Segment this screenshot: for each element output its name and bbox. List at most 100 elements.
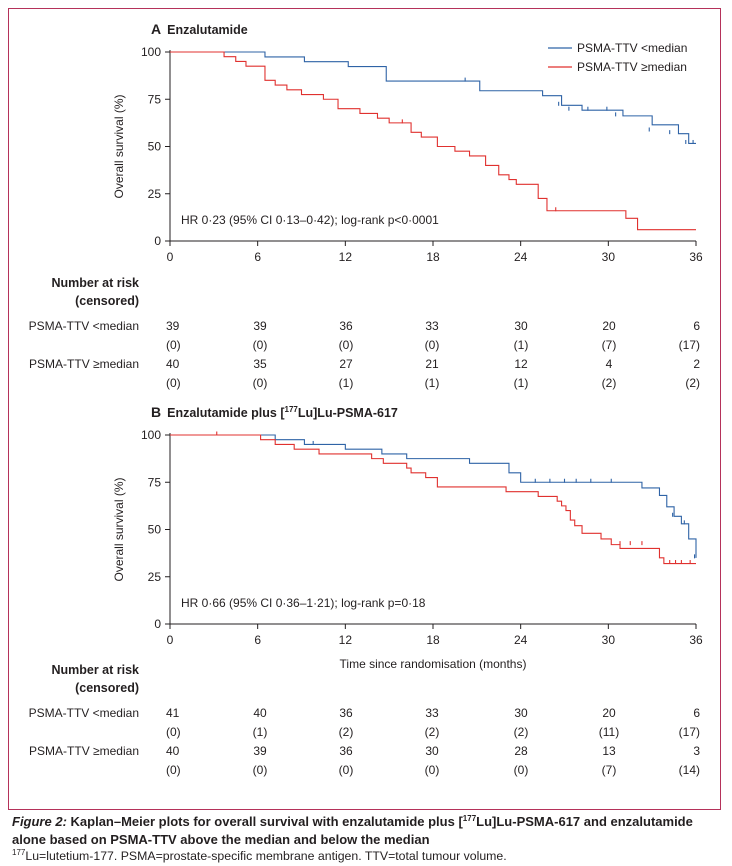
hr-annotation: HR 0·66 (95% CI 0·36–1·21); log-rank p=0… <box>181 596 426 610</box>
x-tick-label: 6 <box>254 250 261 264</box>
legend-label: PSMA-TTV ≥median <box>577 60 687 74</box>
risk-censored-value: (2) <box>685 376 700 390</box>
risk-censored-value: (0) <box>339 763 354 777</box>
x-tick-label: 24 <box>514 250 528 264</box>
figure-caption: Figure 2: Kaplan–Meier plots for overall… <box>12 813 724 866</box>
risk-at-risk-value: 35 <box>253 357 267 371</box>
risk-at-risk-value: 33 <box>425 319 439 333</box>
risk-at-risk-value: 4 <box>606 357 613 371</box>
legend-label: PSMA-TTV <median <box>577 41 687 55</box>
risk-at-risk-value: 27 <box>339 357 353 371</box>
caption-note-sup: 177 <box>12 848 26 857</box>
x-tick-label: 0 <box>167 250 174 264</box>
panel-title-after: Lu]Lu-PSMA-617 <box>298 406 398 420</box>
x-tick-label: 30 <box>602 250 616 264</box>
risk-censored-value: (0) <box>253 338 268 352</box>
risk-row-label: PSMA-TTV <median <box>29 319 139 333</box>
risk-at-risk-value: 20 <box>602 706 616 720</box>
risk-censored-value: (14) <box>679 763 700 777</box>
risk-censored-value: (17) <box>679 725 700 739</box>
risk-at-risk-value: 21 <box>425 357 439 371</box>
risk-censored-value: (2) <box>602 376 617 390</box>
risk-at-risk-value: 2 <box>693 357 700 371</box>
risk-censored-value: (7) <box>602 763 617 777</box>
x-tick-label: 12 <box>339 633 353 647</box>
series-line-low <box>170 51 696 145</box>
risk-censored-value: (0) <box>253 763 268 777</box>
x-tick-label: 30 <box>602 633 616 647</box>
risk-header: Number at risk <box>51 663 139 677</box>
series-line-high <box>170 434 696 565</box>
risk-at-risk-value: 40 <box>166 744 180 758</box>
caption-note-text: Lu=lutetium-177. PSMA=prostate-specific … <box>25 849 507 863</box>
panel-title: A Enzalutamide <box>151 21 248 37</box>
y-axis-label: Overall survival (%) <box>112 477 126 581</box>
y-tick-label: 25 <box>148 187 162 201</box>
y-axis-label: Overall survival (%) <box>112 94 126 198</box>
caption-main-after: Lu]Lu-PSMA-617 and enzalutamide alone ba… <box>12 814 693 847</box>
x-tick-label: 0 <box>167 633 174 647</box>
x-tick-label: 24 <box>514 633 528 647</box>
risk-censored-value: (0) <box>514 763 529 777</box>
x-tick-label: 18 <box>426 250 440 264</box>
risk-censored-value: (0) <box>425 338 440 352</box>
panel-title-text: Enzalutamide <box>167 23 248 37</box>
risk-at-risk-value: 28 <box>514 744 528 758</box>
risk-at-risk-value: 13 <box>602 744 616 758</box>
risk-at-risk-value: 36 <box>339 319 353 333</box>
caption-lead: Figure 2: <box>12 814 67 829</box>
panel-title-sup: 177 <box>285 405 299 414</box>
y-tick-label: 75 <box>148 92 162 106</box>
risk-at-risk-value: 39 <box>253 744 267 758</box>
panel-letter: B <box>151 404 161 420</box>
y-tick-label: 0 <box>154 617 161 631</box>
risk-censored-value: (1) <box>425 376 440 390</box>
risk-at-risk-value: 12 <box>514 357 528 371</box>
risk-at-risk-value: 30 <box>425 744 439 758</box>
panel-b: B Enzalutamide plus [177Lu]Lu-PSMA-617 0 25… <box>29 404 703 777</box>
risk-censored-value: (7) <box>602 338 617 352</box>
risk-at-risk-value: 39 <box>166 319 180 333</box>
risk-at-risk-value: 33 <box>425 706 439 720</box>
series-line-high <box>170 51 696 231</box>
series-line-low <box>170 434 697 558</box>
risk-row-label: PSMA-TTV ≥median <box>29 357 139 371</box>
risk-censored-value: (17) <box>679 338 700 352</box>
risk-censored-value: (0) <box>166 763 181 777</box>
panel-title-text: Enzalutamide plus [ <box>167 406 285 420</box>
y-tick-label: 50 <box>148 523 162 537</box>
risk-at-risk-value: 6 <box>693 706 700 720</box>
caption-note: 177Lu=lutetium-177. PSMA=prostate-specif… <box>12 848 724 866</box>
risk-row-label: PSMA-TTV <median <box>29 706 139 720</box>
x-tick-label: 18 <box>426 633 440 647</box>
y-tick-label: 100 <box>141 45 161 59</box>
risk-censored-value: (0) <box>166 725 181 739</box>
risk-censored-value: (1) <box>253 725 268 739</box>
x-tick-label: 12 <box>339 250 353 264</box>
y-tick-label: 75 <box>148 475 162 489</box>
risk-at-risk-value: 36 <box>339 706 353 720</box>
panel-title: B Enzalutamide plus [177Lu]Lu-PSMA-617 <box>151 404 398 420</box>
risk-at-risk-value: 20 <box>602 319 616 333</box>
risk-at-risk-value: 41 <box>166 706 180 720</box>
x-tick-label: 6 <box>254 633 261 647</box>
risk-censored-value: (0) <box>425 763 440 777</box>
x-tick-label: 36 <box>689 633 703 647</box>
hr-annotation: HR 0·23 (95% CI 0·13–0·42); log-rank p<0… <box>181 213 439 227</box>
y-tick-label: 25 <box>148 570 162 584</box>
y-tick-label: 0 <box>154 234 161 248</box>
risk-at-risk-value: 30 <box>514 319 528 333</box>
figure-frame <box>8 8 721 810</box>
y-tick-label: 100 <box>141 428 161 442</box>
risk-censored-value: (2) <box>425 725 440 739</box>
risk-censored-value: (11) <box>599 725 619 739</box>
x-tick-label: 36 <box>689 250 703 264</box>
risk-censored-value: (0) <box>339 338 354 352</box>
risk-at-risk-value: 3 <box>693 744 700 758</box>
risk-row-label: PSMA-TTV ≥median <box>29 744 139 758</box>
risk-censored-value: (0) <box>166 338 181 352</box>
risk-at-risk-value: 30 <box>514 706 528 720</box>
risk-at-risk-value: 36 <box>339 744 353 758</box>
